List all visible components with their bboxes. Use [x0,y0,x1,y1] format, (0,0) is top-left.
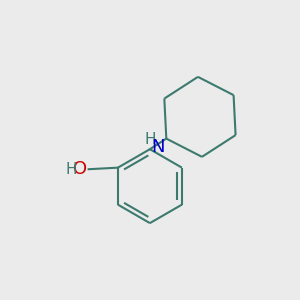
Text: H: H [66,162,77,177]
Text: H: H [145,132,156,147]
Text: N: N [152,138,165,156]
Text: O: O [73,160,87,178]
